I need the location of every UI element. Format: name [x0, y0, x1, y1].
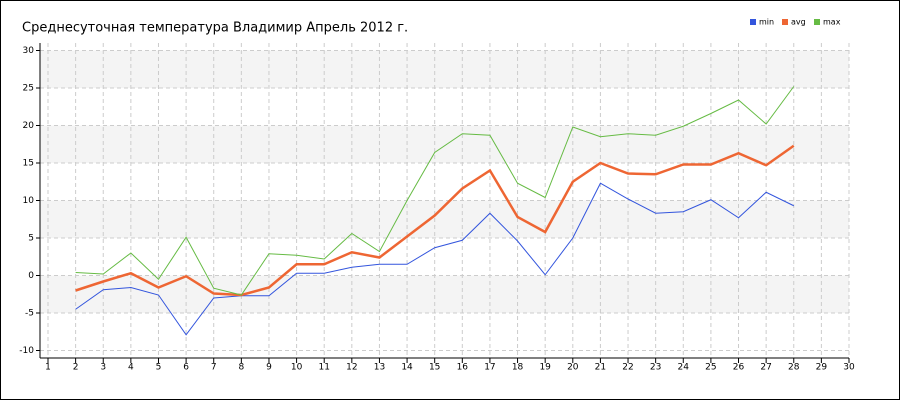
- x-tick-label: 12: [346, 363, 357, 373]
- x-tick-label: 29: [816, 363, 828, 373]
- legend-label: min: [759, 18, 774, 27]
- y-tick-label: 20: [23, 121, 35, 131]
- x-tick-label: 22: [622, 363, 633, 373]
- x-tick-label: 25: [705, 363, 716, 373]
- x-tick-label: 17: [484, 363, 495, 373]
- x-tick-label: 3: [100, 363, 106, 373]
- x-tick-label: 6: [183, 363, 189, 373]
- x-tick-label: 23: [650, 363, 661, 373]
- x-tick-label: 5: [156, 363, 162, 373]
- x-tick-label: 16: [457, 363, 469, 373]
- x-tick-label: 21: [595, 363, 606, 373]
- legend-swatch: [814, 19, 820, 25]
- x-tick-label: 30: [843, 363, 855, 373]
- y-tick-label: 25: [23, 84, 34, 94]
- y-tick-label: 15: [23, 159, 34, 169]
- legend-label: max: [823, 18, 841, 27]
- x-tick-label: 1: [45, 363, 51, 373]
- x-tick-label: 28: [788, 363, 800, 373]
- legend-label: avg: [791, 18, 806, 27]
- x-tick-label: 9: [266, 363, 272, 373]
- x-tick-label: 19: [539, 363, 551, 373]
- series-line: [75, 144, 795, 297]
- band: [40, 275, 849, 313]
- x-tick-label: 13: [374, 363, 385, 373]
- x-tick-label: 20: [567, 363, 579, 373]
- x-tick-label: 10: [291, 363, 303, 373]
- chart-title: Среднесуточная температура Владимир Апре…: [22, 21, 408, 36]
- x-tick-label: 4: [128, 363, 134, 373]
- legend-swatch: [782, 19, 788, 25]
- y-tick-label: -5: [25, 309, 34, 319]
- band: [40, 125, 849, 163]
- x-tick-label: 14: [401, 363, 413, 373]
- series-line: [75, 86, 795, 296]
- legend-swatch: [750, 19, 756, 25]
- x-tick-label: 7: [211, 363, 217, 373]
- y-tick-label: 10: [23, 196, 35, 206]
- x-tick-label: 15: [429, 363, 440, 373]
- x-tick-label: 8: [238, 363, 244, 373]
- x-tick-label: 24: [678, 363, 690, 373]
- y-tick-label: -10: [19, 346, 34, 356]
- band: [40, 50, 849, 88]
- x-tick-label: 26: [733, 363, 745, 373]
- x-tick-label: 18: [512, 363, 524, 373]
- x-tick-label: 11: [318, 363, 329, 373]
- y-tick-label: 30: [23, 46, 35, 56]
- x-tick-label: 2: [73, 363, 79, 373]
- x-tick-label: 27: [760, 363, 771, 373]
- y-tick-label: 0: [28, 271, 34, 281]
- y-tick-label: 5: [28, 234, 34, 244]
- series-line: [75, 182, 794, 336]
